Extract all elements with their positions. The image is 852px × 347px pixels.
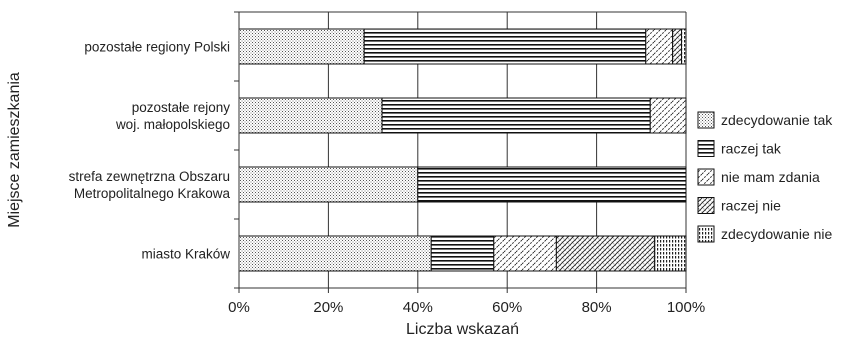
x-tick-label: 100% [667, 299, 705, 316]
category-label: pozostałe rejony [132, 100, 231, 115]
bar-segment-zdecydowanie-tak [238, 235, 432, 272]
bar-segment-nie-mam-zdania [645, 28, 674, 65]
legend-label: zdecydowanie tak [721, 112, 833, 128]
bar-segment-raczej-tak [363, 28, 647, 65]
bar-segment-nie-mam-zdania [649, 97, 687, 134]
legend-label: zdecydowanie nie [721, 226, 833, 242]
x-tick-label: 40% [403, 299, 433, 316]
legend-swatch [697, 225, 715, 243]
category-label: Metropolitalnego Krakowa [74, 186, 231, 201]
bar-segment-zdecydowanie-nie [681, 28, 687, 65]
legend-label: nie mam zdania [721, 169, 820, 185]
x-tick-label: 80% [582, 299, 612, 316]
bar-segment-zdecydowanie-tak [238, 166, 419, 203]
category-label: miasto Kraków [141, 247, 230, 262]
bar-segment-zdecydowanie-tak [238, 28, 365, 65]
x-tick-label: 0% [228, 299, 250, 316]
category-label: woj. małopolskiego [115, 117, 230, 132]
legend-swatch [697, 197, 715, 214]
legend-label: raczej tak [721, 141, 782, 157]
bar-segment-zdecydowanie-tak [238, 97, 383, 134]
bar-segment-raczej-tak [417, 166, 687, 203]
bar-segment-raczej-tak [381, 97, 651, 134]
bars [238, 28, 687, 272]
legend-swatch [697, 111, 715, 129]
axes: pozostałe regiony Polski pozostałe rejony… [6, 11, 705, 338]
bar-segment-raczej-nie [672, 28, 683, 65]
legend-swatch [697, 168, 715, 186]
bar-segment-nie-mam-zdania [493, 235, 557, 272]
x-axis-title: Liczba wskazań [406, 321, 519, 338]
bar-segment-zdecydowanie-nie [654, 235, 687, 272]
y-axis-title: Miejsce zamieszkania [6, 72, 23, 228]
legend: zdecydowanie tak raczej tak nie mam zdania… [697, 111, 833, 243]
legend-label: raczej nie [721, 198, 781, 214]
x-tick-label: 20% [313, 299, 343, 316]
category-label: strefa zewnętrzna Obszaru [69, 169, 230, 184]
bar-segment-raczej-tak [430, 235, 495, 272]
category-label: pozostałe regiony Polski [84, 40, 230, 55]
bar-segment-raczej-nie [555, 235, 656, 272]
legend-swatch [697, 140, 715, 157]
x-tick-label: 60% [492, 299, 522, 316]
